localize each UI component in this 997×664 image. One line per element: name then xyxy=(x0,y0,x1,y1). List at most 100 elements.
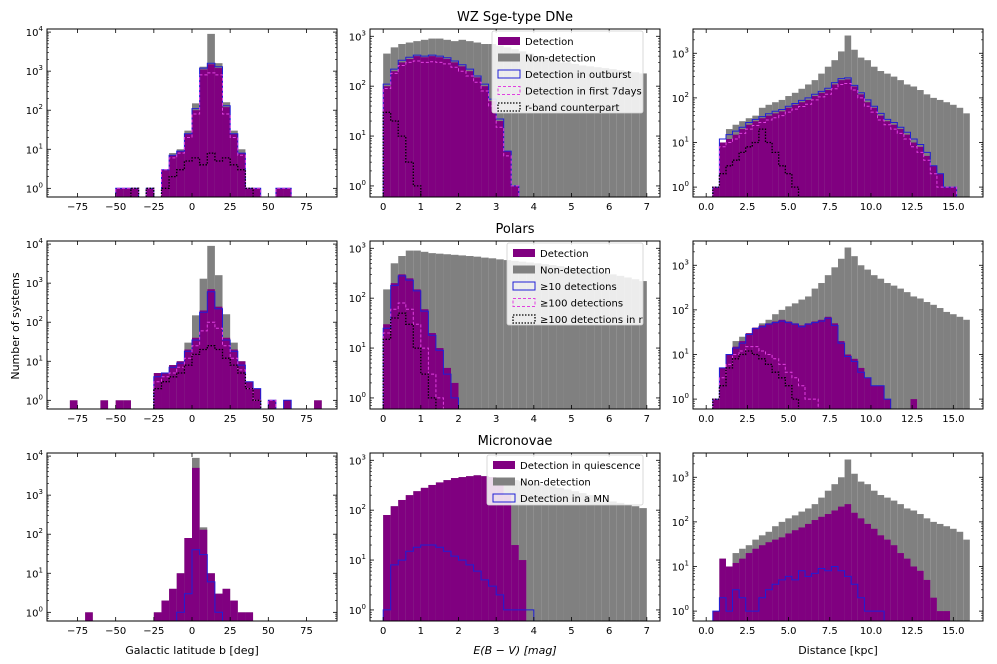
bar-mn_ebv-s1-3 xyxy=(405,495,414,621)
bar-polar_dist-s0-25 xyxy=(870,275,878,409)
bar-mn_dist-s1-32 xyxy=(917,570,924,621)
bar-mn_dist-s1-21 xyxy=(844,504,852,621)
bar-wz_lat-s1-8 xyxy=(176,151,185,197)
bar-wz_ebv-s1-16 xyxy=(503,151,512,197)
bar-polar_dist-s0-22 xyxy=(851,256,858,409)
bar-wz_ebv-s1-5 xyxy=(420,57,429,197)
bar-polar_ebv-s1-9 xyxy=(450,382,459,409)
bar-wz_ebv-s0-28 xyxy=(594,67,602,197)
bar-mn_ebv-s0-20 xyxy=(533,483,542,621)
bar-mn_dist-s1-2 xyxy=(719,558,726,621)
axes-frame xyxy=(692,452,984,622)
bar-mn_dist-s1-30 xyxy=(903,558,911,621)
x-tick-label: 2 xyxy=(455,202,461,213)
x-tick-label: 2.5 xyxy=(739,202,755,213)
bar-polar_dist-s1-27 xyxy=(884,399,891,409)
bar-mn_lat-s1-16 xyxy=(207,573,215,621)
bar-polar_ebv-s1-1 xyxy=(390,283,399,409)
legend-mn_ebv: Detection in quiescence Non-detection Dete… xyxy=(486,454,644,506)
legend-swatch xyxy=(497,86,521,95)
y-tick-label: 102 xyxy=(672,303,689,317)
bar-polar_ebv-s0-21 xyxy=(541,264,549,409)
x-tick-label: 2.5 xyxy=(739,414,755,425)
panel-polar_dist: 0.0 2.5 5.0 7.5 10.0 12.5 15.0 100 101 102 103 xyxy=(672,240,984,425)
legend-box xyxy=(491,30,644,114)
bar-polar_dist-s1-19 xyxy=(831,323,838,409)
series-polar_ebv-2 xyxy=(382,275,459,409)
bar-polar_lat-s1-16 xyxy=(192,337,200,409)
y-tick-label: 102 xyxy=(672,91,689,105)
bar-wz_lat-s1-16 xyxy=(237,153,246,197)
bar-polar_dist-s0-24 xyxy=(864,269,871,409)
y-tick-label: 101 xyxy=(26,566,43,580)
bar-wz_dist-s1-4 xyxy=(732,134,740,197)
x-tick-label: 7 xyxy=(644,414,650,425)
bar-wz_ebv-s0-23 xyxy=(556,62,564,197)
bar-wz_dist-s1-30 xyxy=(903,134,911,197)
y-tick-label: 100 xyxy=(349,603,366,617)
bar-wz_ebv-s1-17 xyxy=(511,185,519,197)
x-tick-label: 4 xyxy=(531,626,537,637)
bar-mn_ebv-s1-14 xyxy=(488,477,497,621)
y-tick-label: 100 xyxy=(349,391,366,405)
plot-area xyxy=(382,38,647,197)
bar-polar_ebv-s0-8 xyxy=(443,254,451,409)
x-tick-label: −25 xyxy=(143,626,164,637)
series-wz_dist-2 xyxy=(712,77,958,197)
bar-mn_dist-s1-12 xyxy=(785,533,792,621)
bar-mn_dist-s0-33 xyxy=(923,518,931,621)
x-tick-label: 6 xyxy=(606,202,612,213)
x-tick-label: 3 xyxy=(493,626,499,637)
bar-mn_lat-s1-11 xyxy=(169,588,177,621)
bar-mn_dist-s0-34 xyxy=(930,521,937,621)
x-tick-label: 0.0 xyxy=(698,414,714,425)
bar-wz_dist-s1-14 xyxy=(798,102,806,197)
bar-polar_dist-s1-12 xyxy=(785,321,792,409)
x-tick-label: −75 xyxy=(67,414,88,425)
bar-wz_lat-s1-2 xyxy=(130,188,139,197)
xlabel-latitude: Galactic latitude b [deg] xyxy=(125,644,259,657)
bar-polar_lat-s1-13 xyxy=(169,365,177,409)
x-tick-label: 3 xyxy=(493,202,499,213)
bar-polar_dist-s1-9 xyxy=(765,323,773,409)
bar-polar_ebv-s1-7 xyxy=(435,348,444,409)
bar-wz_lat-s1-11 xyxy=(199,69,208,197)
bar-wz_ebv-s0-22 xyxy=(548,59,557,197)
bar-polar_ebv-s0-13 xyxy=(481,257,489,409)
bar-polar_dist-s0-20 xyxy=(838,258,845,409)
bar-mn_ebv-s0-23 xyxy=(556,487,564,621)
bar-mn_ebv-s1-4 xyxy=(413,491,421,621)
bar-wz_lat-s1-21 xyxy=(275,188,284,197)
x-tick-label: 12.5 xyxy=(901,414,923,425)
bar-wz_ebv-s0-18 xyxy=(518,51,527,197)
legend-label: ≥100 detections in r xyxy=(540,315,644,326)
x-tick-label: 15.0 xyxy=(942,202,964,213)
bar-wz_dist-s1-29 xyxy=(897,129,904,197)
y-tick-label: 100 xyxy=(26,605,43,619)
bar-polar_ebv-s0-28 xyxy=(594,271,602,409)
plot-area xyxy=(712,35,970,197)
bar-mn_dist-s1-25 xyxy=(870,528,878,621)
bar-mn_dist-s1-27 xyxy=(884,539,891,621)
panel-polar_lat: −75 −50 −25 0 25 50 75 100 101 102 103 104 xyxy=(26,237,338,425)
bar-wz_lat-s1-10 xyxy=(192,110,200,197)
x-tick-label: 50 xyxy=(262,626,275,637)
bar-mn_lat-s1-19 xyxy=(230,600,238,621)
legend-label: Non-detection xyxy=(540,266,611,277)
bar-mn_ebv-s1-13 xyxy=(481,476,489,621)
legend-swatch xyxy=(513,265,535,274)
row-title-wz: WZ Sge-type DNe xyxy=(457,10,573,25)
plot-area xyxy=(69,245,322,409)
bar-polar_dist-s1-11 xyxy=(778,319,786,409)
bar-mn_ebv-s0-28 xyxy=(594,497,602,621)
panel-mn_ebv: 0 1 2 3 4 5 6 7 100 101 102 103 Detection in quiesce… xyxy=(349,452,661,637)
bar-polar_ebv-s0-12 xyxy=(473,256,482,409)
bar-polar_dist-s0-37 xyxy=(950,314,957,409)
bar-polar_ebv-s0-10 xyxy=(458,255,467,409)
bar-polar_dist-s0-27 xyxy=(884,283,891,409)
bar-wz_dist-s0-32 xyxy=(917,90,924,197)
bar-wz_ebv-s1-14 xyxy=(488,101,497,197)
bar-mn_ebv-s0-25 xyxy=(571,491,580,621)
bar-polar_dist-s1-13 xyxy=(791,323,799,409)
legend-wz_ebv: Detection Non-detection Detection in outbu… xyxy=(491,30,644,114)
